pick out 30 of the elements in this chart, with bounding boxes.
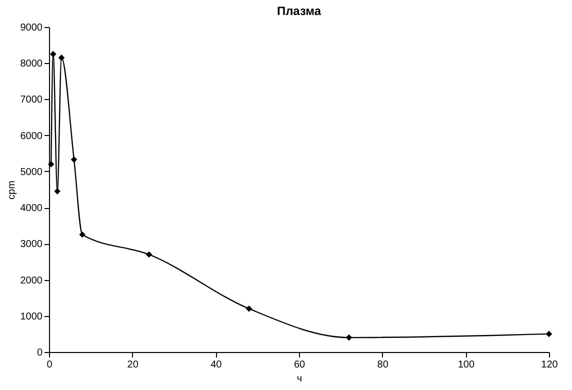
y-axis-title: cpm [6, 180, 18, 200]
point [246, 306, 252, 312]
point [54, 188, 60, 194]
x-tick-label: 0 [46, 360, 53, 370]
point [50, 50, 56, 58]
point [546, 330, 552, 338]
x-axis-title: ч [296, 374, 302, 384]
y-tick-label: 8000 [20, 58, 43, 70]
x-tick-label: 40 [210, 360, 222, 370]
point [346, 334, 352, 341]
y-tick-label: 0 [36, 348, 43, 358]
y-tick-label: 1000 [20, 311, 43, 322]
y-tick-label: 6000 [20, 130, 43, 142]
y-tick-label: 5000 [20, 166, 43, 178]
chart-title: Плазма [276, 4, 322, 18]
y-tick-label: 2000 [20, 275, 43, 286]
x-tick-label: 100 [458, 360, 475, 370]
x-tick-label: 60 [294, 360, 306, 370]
y-tick-label: 7000 [20, 94, 43, 106]
point [146, 251, 152, 258]
point [48, 161, 54, 168]
y-tick-label: 4000 [20, 203, 43, 214]
y-tick-label: 9000 [20, 22, 43, 34]
point [58, 54, 65, 61]
point [70, 156, 78, 163]
x-tick-label: 20 [127, 360, 139, 370]
point [79, 231, 86, 238]
x-tick-label: 120 [541, 360, 558, 370]
y-tick-label: 3000 [20, 239, 43, 250]
x-tick-label: 80 [377, 360, 389, 370]
